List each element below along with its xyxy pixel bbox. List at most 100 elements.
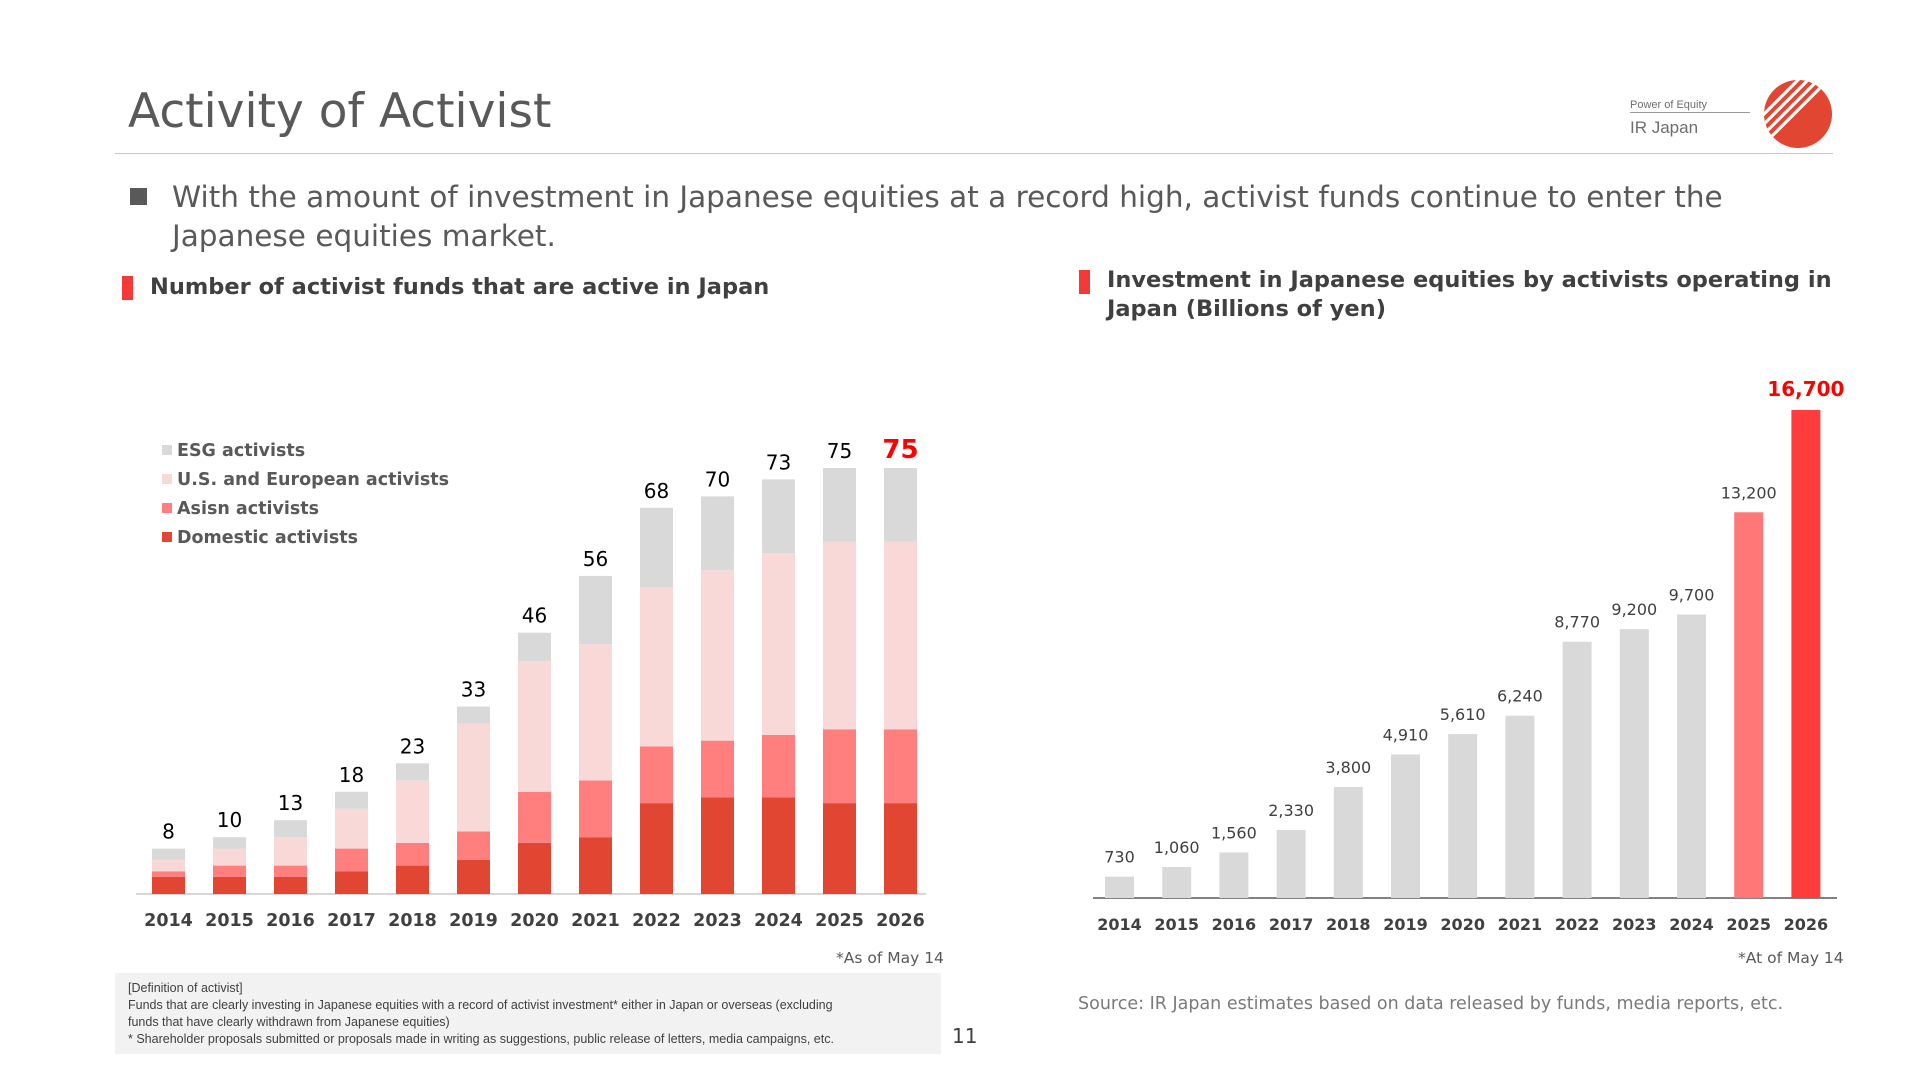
total-label: 75 xyxy=(827,439,852,463)
bar-segment xyxy=(274,820,307,838)
x-tick-label: 2014 xyxy=(144,911,193,931)
bar-segment xyxy=(640,803,673,894)
x-tick-label: 2019 xyxy=(449,911,498,931)
bar xyxy=(1791,410,1821,898)
total-label: 75 xyxy=(882,435,918,465)
bar-segment xyxy=(762,797,795,894)
x-tick-label: 2016 xyxy=(266,911,315,931)
value-label: 9,200 xyxy=(1611,600,1657,619)
bar-segment xyxy=(640,587,673,747)
bar-segment xyxy=(518,791,551,843)
value-label: 9,700 xyxy=(1669,586,1715,605)
bar-segment xyxy=(457,859,490,894)
bar-segment xyxy=(213,876,246,894)
value-label: 6,240 xyxy=(1497,687,1543,706)
value-label: 5,610 xyxy=(1440,705,1486,724)
x-tick-label: 2017 xyxy=(1269,915,1314,934)
bar-segment xyxy=(884,468,917,542)
bar-segment xyxy=(274,837,307,866)
page-number: 11 xyxy=(952,1024,978,1048)
bar xyxy=(1734,512,1764,898)
x-tick-label: 2025 xyxy=(815,911,864,931)
value-label: 2,330 xyxy=(1268,801,1314,820)
bar-segment xyxy=(579,644,612,781)
bar xyxy=(1562,641,1592,898)
bar-segment xyxy=(213,848,246,866)
bar-segment xyxy=(457,831,490,860)
bar-segment xyxy=(335,791,368,809)
total-label: 23 xyxy=(400,734,425,758)
x-tick-label: 2025 xyxy=(1726,915,1771,934)
bar-segment xyxy=(396,865,429,894)
bar-segment xyxy=(701,797,734,894)
x-tick-label: 2023 xyxy=(693,911,742,931)
value-label: 13,200 xyxy=(1721,483,1777,502)
summary-text: With the amount of investment in Japanes… xyxy=(172,180,1723,253)
bar-segment xyxy=(823,541,856,730)
bar-segment xyxy=(335,871,368,894)
x-tick-label: 2026 xyxy=(1784,915,1829,934)
bar-segment xyxy=(396,780,429,843)
total-label: 68 xyxy=(644,479,669,503)
x-tick-label: 2022 xyxy=(1555,915,1600,934)
logo-divider xyxy=(1630,112,1750,113)
legend-swatch xyxy=(162,503,172,513)
x-tick-label: 2026 xyxy=(876,911,925,931)
bar-segment xyxy=(457,706,490,724)
source-note: Source: IR Japan estimates based on data… xyxy=(1078,994,1784,1014)
bar-segment xyxy=(762,553,795,735)
bar-segment xyxy=(640,746,673,804)
bar-segment xyxy=(457,723,490,832)
bar-segment xyxy=(823,803,856,894)
striped-circle-logo-icon xyxy=(1764,80,1832,148)
x-tick-label: 2021 xyxy=(571,911,620,931)
legend-entry: Asisn activists xyxy=(177,499,319,519)
section-marker xyxy=(122,276,133,300)
total-label: 46 xyxy=(522,604,547,628)
total-label: 13 xyxy=(278,791,303,815)
bar xyxy=(1391,754,1420,898)
bar-segment xyxy=(396,763,429,781)
bar-segment xyxy=(335,848,368,872)
bar xyxy=(1677,614,1706,898)
bar-segment xyxy=(884,729,917,804)
value-label: 16,700 xyxy=(1767,377,1844,401)
value-label: 4,910 xyxy=(1383,726,1429,745)
legend-entry: ESG activists xyxy=(177,441,305,461)
total-label: 10 xyxy=(217,808,242,832)
left-chart-title: Number of activist funds that are active… xyxy=(150,274,770,300)
bar-segment xyxy=(213,837,246,849)
x-tick-label: 2018 xyxy=(1326,915,1371,934)
x-tick-label: 2019 xyxy=(1383,915,1428,934)
legend-entry: U.S. and European activists xyxy=(177,470,449,490)
total-label: 18 xyxy=(339,763,364,787)
value-label: 730 xyxy=(1104,848,1135,867)
legend-swatch xyxy=(162,445,172,455)
activist-funds-chart: 8 2014 10 2015 13 2016 18 2017 23 2018 33 2019 46 202… xyxy=(136,435,926,931)
bar-segment xyxy=(762,479,795,554)
x-tick-label: 2016 xyxy=(1212,915,1257,934)
x-tick-label: 2023 xyxy=(1612,915,1657,934)
definition-box: [Definition of activist] Funds that are … xyxy=(115,973,941,1054)
bar-segment xyxy=(335,808,368,849)
bar-segment xyxy=(152,859,185,872)
value-label: 1,060 xyxy=(1154,838,1200,857)
legend-swatch xyxy=(162,474,172,484)
bullet-square xyxy=(130,188,147,205)
legend-entry: Domestic activists xyxy=(177,528,358,548)
left-chart-note: *As of May 14 xyxy=(836,949,944,967)
total-label: 33 xyxy=(461,678,486,702)
x-tick-label: 2020 xyxy=(1440,915,1485,934)
x-tick-label: 2024 xyxy=(1669,915,1714,934)
bar-segment xyxy=(579,780,612,838)
company-logo: Power of Equity IR Japan xyxy=(1630,78,1835,150)
bar-segment xyxy=(701,496,734,571)
bar xyxy=(1105,876,1134,898)
definition-line: funds that have clearly withdrawn from J… xyxy=(128,1015,450,1029)
bar-segment xyxy=(884,803,917,894)
value-label: 1,560 xyxy=(1211,823,1257,842)
bar xyxy=(1448,734,1478,898)
bar-segment xyxy=(152,871,185,877)
x-tick-label: 2024 xyxy=(754,911,803,931)
bar-segment xyxy=(274,865,307,877)
